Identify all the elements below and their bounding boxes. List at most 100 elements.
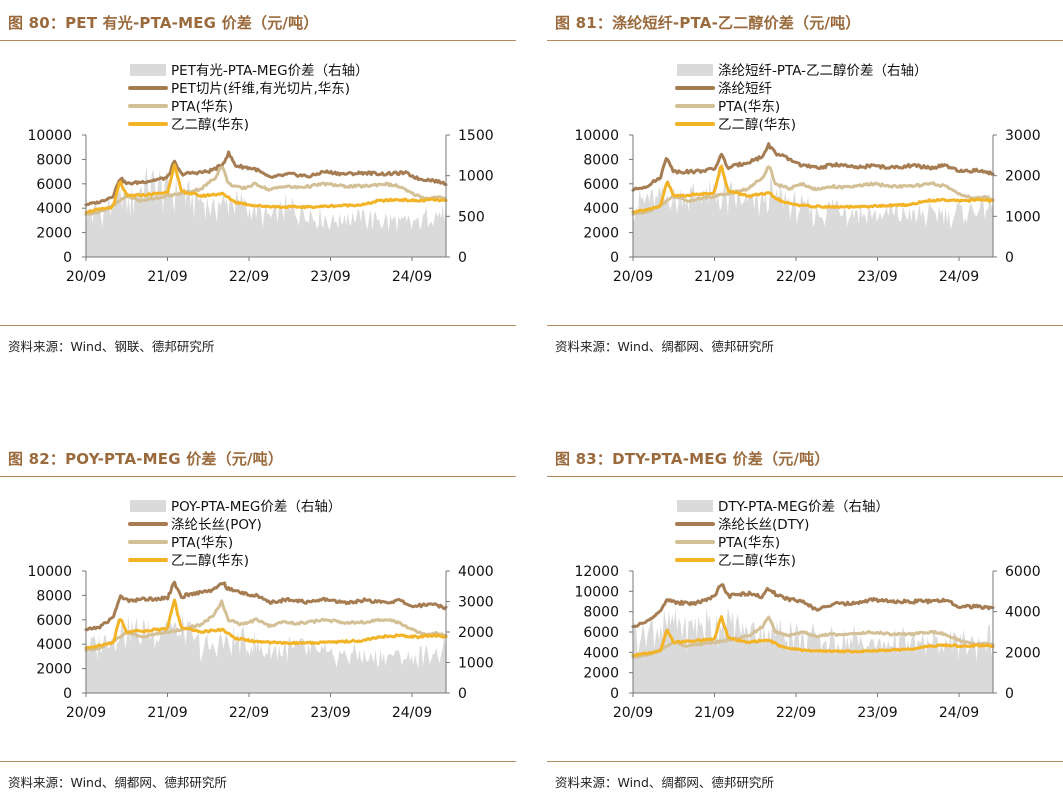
- y-left-tick-label: 10000: [574, 584, 619, 600]
- chart-title: 图 82：POY-PTA-MEG 价差（元/吨）: [8, 450, 284, 468]
- title-rule: [547, 476, 1063, 477]
- x-tick-label: 20/09: [613, 705, 653, 721]
- x-tick-label: 21/09: [694, 705, 734, 721]
- legend-label: 涤纶短纤-PTA-乙二醇价差（右轴）: [718, 62, 928, 79]
- y-left-tick-label: 2000: [36, 662, 72, 678]
- y-right-tick-label: 2000: [458, 625, 494, 641]
- chart-title: 图 81：涤纶短纤-PTA-乙二醇价差（元/吨）: [555, 14, 861, 32]
- legend-label: PTA(华东): [718, 99, 780, 115]
- legend-label: PTA(华东): [171, 99, 233, 115]
- x-tick-label: 23/09: [857, 269, 897, 285]
- legend-label: PTA(华东): [718, 535, 780, 551]
- y-right-tick-label: 0: [1005, 250, 1014, 266]
- y-left-tick-label: 8000: [583, 605, 619, 621]
- x-tick-label: 21/09: [694, 269, 734, 285]
- x-tick-label: 23/09: [310, 705, 350, 721]
- y-left-tick-label: 6000: [36, 613, 72, 629]
- spread-area: [633, 176, 993, 257]
- x-tick-label: 23/09: [857, 705, 897, 721]
- legend-label: PTA(华东): [171, 535, 233, 551]
- product-price-line: [84, 150, 448, 207]
- legend-label: 涤纶短纤: [718, 81, 772, 97]
- pta-price-line: [84, 599, 448, 652]
- y-left-tick-label: 6000: [583, 177, 619, 193]
- pta-price-line: [631, 615, 995, 659]
- chart-82-svg: 1000080006000400020000400030002000100002…: [27, 499, 494, 721]
- legend-label: 乙二醇(华东): [718, 116, 796, 133]
- y-right-tick-label: 6000: [1005, 564, 1041, 580]
- x-tick-label: 24/09: [392, 705, 432, 721]
- title-rule: [0, 40, 516, 41]
- chart-panel-82: 图 82：POY-PTA-MEG 价差（元/吨） 10000 8000 6000 40…: [0, 436, 516, 796]
- source-rule: [0, 325, 516, 326]
- y-right-tick-label: 1500: [458, 128, 494, 144]
- legend-label: 乙二醇(华东): [171, 116, 249, 133]
- title-rule: [547, 40, 1063, 41]
- y-left-tick-label: 8000: [36, 588, 72, 604]
- y-left-tick-label: 0: [63, 686, 72, 702]
- x-tick-label: 22/09: [776, 269, 816, 285]
- x-tick-label: 21/09: [147, 269, 187, 285]
- chart-panel-83: 图 83：DTY-PTA-MEG 价差（元/吨） 12000 10000 8000 6…: [547, 436, 1063, 796]
- y-right-tick-label: 0: [458, 686, 467, 702]
- source-rule: [547, 761, 1063, 762]
- y-right-tick-label: 1000: [458, 169, 494, 185]
- y-left-tick-label: 12000: [574, 564, 619, 580]
- chart-panel-81: 图 81：涤纶短纤-PTA-乙二醇价差（元/吨） 10000 8000 6000 40…: [547, 0, 1063, 360]
- legend-label: 涤纶长丝(DTY): [718, 517, 809, 533]
- y-left-tick-label: 6000: [583, 625, 619, 641]
- y-right-tick-label: 1000: [458, 656, 494, 672]
- y-right-tick-label: 1000: [1005, 209, 1041, 225]
- x-tick-label: 20/09: [66, 705, 106, 721]
- title-rule: [0, 476, 516, 477]
- x-tick-label: 22/09: [229, 269, 269, 285]
- y-right-tick-label: 0: [1005, 686, 1014, 702]
- legend-label: 乙二醇(华东): [171, 552, 249, 569]
- y-left-tick-label: 10000: [574, 128, 619, 144]
- meg-price-line: [631, 164, 995, 214]
- meg-price-line: [631, 615, 995, 658]
- y-left-tick-label: 2000: [583, 666, 619, 682]
- y-right-tick-label: 4000: [1005, 605, 1041, 621]
- legend-swatch-spread: [130, 64, 166, 76]
- chart-source: 资料来源：Wind、绸都网、德邦研究所: [555, 775, 774, 790]
- y-left-tick-label: 4000: [36, 201, 72, 217]
- y-left-tick-label: 10000: [27, 564, 72, 580]
- legend-label: PET切片(纤维,有光切片,华东): [171, 81, 350, 97]
- x-tick-label: 20/09: [66, 269, 106, 285]
- spread-area: [86, 166, 446, 257]
- product-price-line: [84, 580, 448, 632]
- x-tick-label: 21/09: [147, 705, 187, 721]
- y-left-tick-label: 8000: [36, 152, 72, 168]
- y-right-tick-label: 3000: [458, 595, 494, 611]
- chart-81-svg: 1000080006000400020000300020001000020/09…: [574, 62, 1041, 285]
- y-right-tick-label: 0: [458, 250, 467, 266]
- y-left-tick-label: 2000: [36, 226, 72, 242]
- source-rule: [547, 325, 1063, 326]
- x-tick-label: 23/09: [310, 269, 350, 285]
- y-right-tick-label: 2000: [1005, 169, 1041, 185]
- legend-label: 涤纶长丝(POY): [171, 517, 262, 533]
- chart-source: 资料来源：Wind、钢联、德邦研究所: [8, 339, 215, 354]
- legend-label: PET有光-PTA-MEG价差（右轴）: [171, 63, 369, 79]
- y-left-tick-label: 6000: [36, 177, 72, 193]
- x-tick-label: 22/09: [776, 705, 816, 721]
- legend-label: POY-PTA-MEG价差（右轴）: [171, 499, 341, 515]
- chart-83-svg: 12000 10000 8000 6000 4000 2000 0 6000 4000 2000 0…: [574, 499, 1041, 721]
- source-rule: [0, 761, 516, 762]
- y-left-tick-label: 0: [610, 686, 619, 702]
- legend-label: 乙二醇(华东): [718, 552, 796, 569]
- y-right-tick-label: 500: [458, 209, 485, 225]
- y-left-tick-label: 0: [610, 250, 619, 266]
- product-price-line: [631, 142, 995, 192]
- y-left-tick-label: 4000: [583, 645, 619, 661]
- pta-price-line: [631, 165, 995, 216]
- chart-panel-80: 图 80：PET 有光-PTA-MEG 价差（元/吨） 1000 0 8000 600…: [0, 0, 516, 360]
- x-tick-label: 24/09: [392, 269, 432, 285]
- x-tick-label: 24/09: [939, 705, 979, 721]
- x-tick-label: 22/09: [229, 705, 269, 721]
- meg-price-line: [84, 598, 448, 650]
- y-left-tick-label: 0: [63, 250, 72, 266]
- pta-price-line: [84, 165, 448, 217]
- chart-title: 图 80：PET 有光-PTA-MEG 价差（元/吨）: [8, 14, 319, 32]
